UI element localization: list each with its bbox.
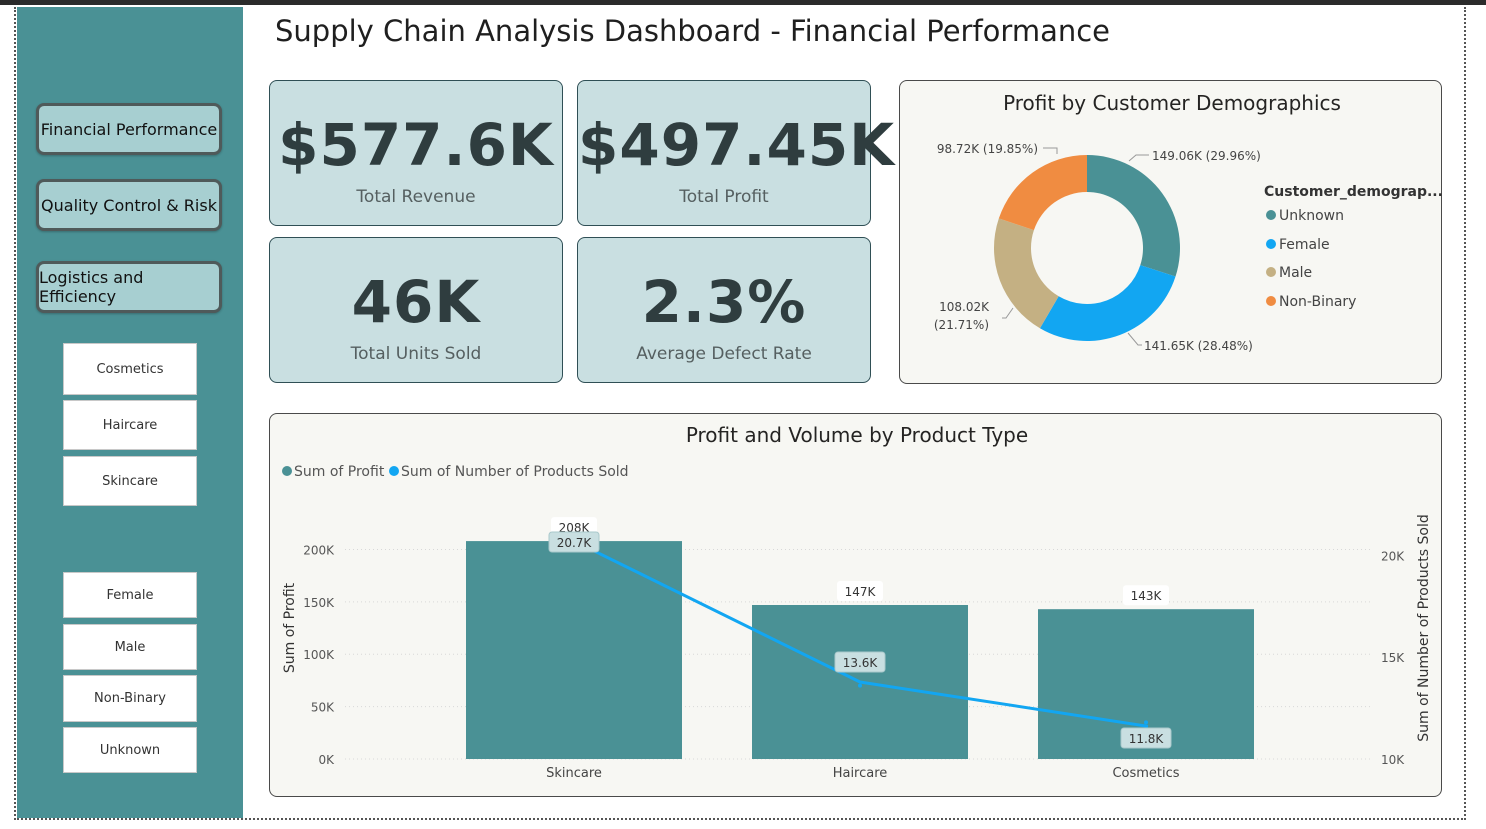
combo-chart-title: Profit and Volume by Product Type bbox=[686, 423, 1028, 447]
donut-label-male: 108.02K (21.71%) bbox=[934, 300, 1014, 332]
x-category-label: Skincare bbox=[546, 766, 602, 781]
nav-quality-control-button[interactable]: Quality Control & Risk bbox=[36, 179, 222, 231]
data-label-bg bbox=[1123, 585, 1169, 606]
legend-item-products-sold[interactable]: Sum of Number of Products Sold bbox=[389, 464, 629, 480]
demographics-chart-panel: Profit by Customer Demographics 149.06K … bbox=[899, 80, 1443, 384]
page-title: Supply Chain Analysis Dashboard - Financ… bbox=[275, 14, 1111, 48]
profit-data-label: 143K bbox=[1131, 589, 1163, 603]
donut-slice-non-binary[interactable] bbox=[998, 155, 1087, 231]
slice-label: 98.72K (19.85%) bbox=[937, 142, 1038, 156]
slicer-male[interactable]: Male bbox=[63, 624, 197, 670]
donut-slice-unknown[interactable] bbox=[1087, 155, 1180, 277]
kpi-total-units-card: 46K Total Units Sold bbox=[269, 237, 563, 383]
legend-label: Sum of Profit bbox=[294, 464, 385, 480]
legend-swatch bbox=[1266, 296, 1276, 306]
units-label-bg bbox=[1120, 727, 1172, 749]
legend-swatch bbox=[1266, 210, 1276, 220]
legend-label: Non-Binary bbox=[1279, 294, 1356, 310]
y2-tick-label: 20K bbox=[1381, 549, 1405, 563]
legend-title: Customer_demograp... bbox=[1264, 184, 1443, 200]
slice-label: (21.71%) bbox=[934, 318, 989, 332]
y-tick-label: 100K bbox=[303, 648, 335, 662]
units-data-label: 11.8K bbox=[1129, 732, 1165, 746]
legend-label: Male bbox=[1279, 265, 1312, 281]
slice-label: 108.02K bbox=[939, 300, 990, 314]
legend-swatch bbox=[1266, 267, 1276, 277]
units-label-bg bbox=[548, 531, 600, 553]
legend-swatch bbox=[282, 466, 292, 476]
slicer-skincare[interactable]: Skincare bbox=[63, 456, 197, 506]
kpi-total-revenue-card: $577.6K Total Revenue bbox=[269, 80, 563, 226]
legend-label: Sum of Number of Products Sold bbox=[401, 464, 629, 480]
y2-tick-label: 15K bbox=[1381, 651, 1405, 665]
legend-item-male[interactable]: Male bbox=[1266, 265, 1312, 281]
y-tick-label: 0K bbox=[318, 753, 335, 767]
y-tick-label: 200K bbox=[303, 543, 335, 557]
kpi-value: 2.3% bbox=[641, 268, 807, 336]
profit-bar-skincare[interactable] bbox=[466, 541, 682, 759]
products-sold-point[interactable] bbox=[1144, 720, 1148, 725]
sidebar: Financial Performance Quality Control & … bbox=[17, 7, 243, 818]
legend-swatch bbox=[389, 466, 399, 476]
kpi-value: $497.45K bbox=[578, 111, 896, 179]
products-sold-point[interactable] bbox=[858, 683, 862, 688]
kpi-total-profit-card: $497.45K Total Profit bbox=[577, 80, 896, 226]
kpi-defect-rate-card: 2.3% Average Defect Rate bbox=[577, 237, 871, 383]
slicer-non-binary[interactable]: Non-Binary bbox=[63, 675, 197, 722]
kpi-label: Average Defect Rate bbox=[636, 344, 812, 364]
profit-data-label: 147K bbox=[845, 585, 877, 599]
legend-item-sum-of-profit[interactable]: Sum of Profit bbox=[282, 464, 385, 480]
slicer-cosmetics[interactable]: Cosmetics bbox=[63, 343, 197, 395]
donut-chart-title: Profit by Customer Demographics bbox=[1003, 91, 1341, 115]
demographics-donut-chart: Profit by Customer Demographics 149.06K … bbox=[934, 91, 1443, 353]
x-category-label: Haircare bbox=[833, 766, 888, 781]
legend-label: Unknown bbox=[1279, 208, 1344, 224]
report-canvas-border bbox=[14, 7, 1466, 820]
donut-slice-male[interactable] bbox=[994, 218, 1059, 329]
legend-item-non-binary[interactable]: Non-Binary bbox=[1266, 294, 1356, 310]
donut-slice-female[interactable] bbox=[1039, 265, 1176, 341]
kpi-value: $577.6K bbox=[278, 111, 554, 179]
donut-label-unknown: 149.06K (29.96%) bbox=[1128, 149, 1261, 163]
y-tick-label: 50K bbox=[311, 701, 335, 715]
x-category-label: Cosmetics bbox=[1112, 766, 1179, 781]
legend-label: Female bbox=[1279, 237, 1330, 253]
y-tick-label: 150K bbox=[303, 596, 335, 610]
slice-label: 141.65K (28.48%) bbox=[1144, 339, 1253, 353]
donut-label-female: 141.65K (28.48%) bbox=[1127, 332, 1253, 353]
kpi-label: Total Revenue bbox=[356, 187, 476, 207]
y2-axis-title: Sum of Number of Products Sold bbox=[1416, 514, 1432, 742]
units-data-label: 13.6K bbox=[843, 656, 879, 670]
y2-tick-label: 10K bbox=[1381, 753, 1405, 767]
legend-swatch bbox=[1266, 239, 1276, 249]
legend-item-unknown[interactable]: Unknown bbox=[1266, 208, 1344, 224]
nav-logistics-button[interactable]: Logistics and Efficiency bbox=[36, 261, 222, 313]
kpi-label: Total Units Sold bbox=[350, 344, 482, 364]
donut-label-non-binary: 98.72K (19.85%) bbox=[937, 142, 1058, 156]
legend-item-female[interactable]: Female bbox=[1266, 237, 1330, 253]
units-data-label: 20.7K bbox=[557, 536, 593, 550]
product-type-chart-panel: Profit and Volume by Product Type Sum of… bbox=[269, 413, 1442, 797]
data-label-bg bbox=[837, 581, 883, 601]
units-label-bg bbox=[834, 651, 886, 673]
y-axis-title: Sum of Profit bbox=[282, 582, 298, 673]
slicer-female[interactable]: Female bbox=[63, 572, 197, 618]
slicer-unknown[interactable]: Unknown bbox=[63, 727, 197, 773]
kpi-value: 46K bbox=[351, 268, 481, 336]
slice-label: 149.06K (29.96%) bbox=[1152, 149, 1261, 163]
products-sold-line[interactable] bbox=[573, 539, 1149, 728]
window-top-bar bbox=[0, 0, 1486, 5]
slicer-haircare[interactable]: Haircare bbox=[63, 400, 197, 450]
profit-volume-combo-chart: Profit and Volume by Product Type Sum of… bbox=[282, 423, 1432, 781]
nav-financial-performance-button[interactable]: Financial Performance bbox=[36, 103, 222, 155]
kpi-label: Total Profit bbox=[679, 187, 769, 207]
